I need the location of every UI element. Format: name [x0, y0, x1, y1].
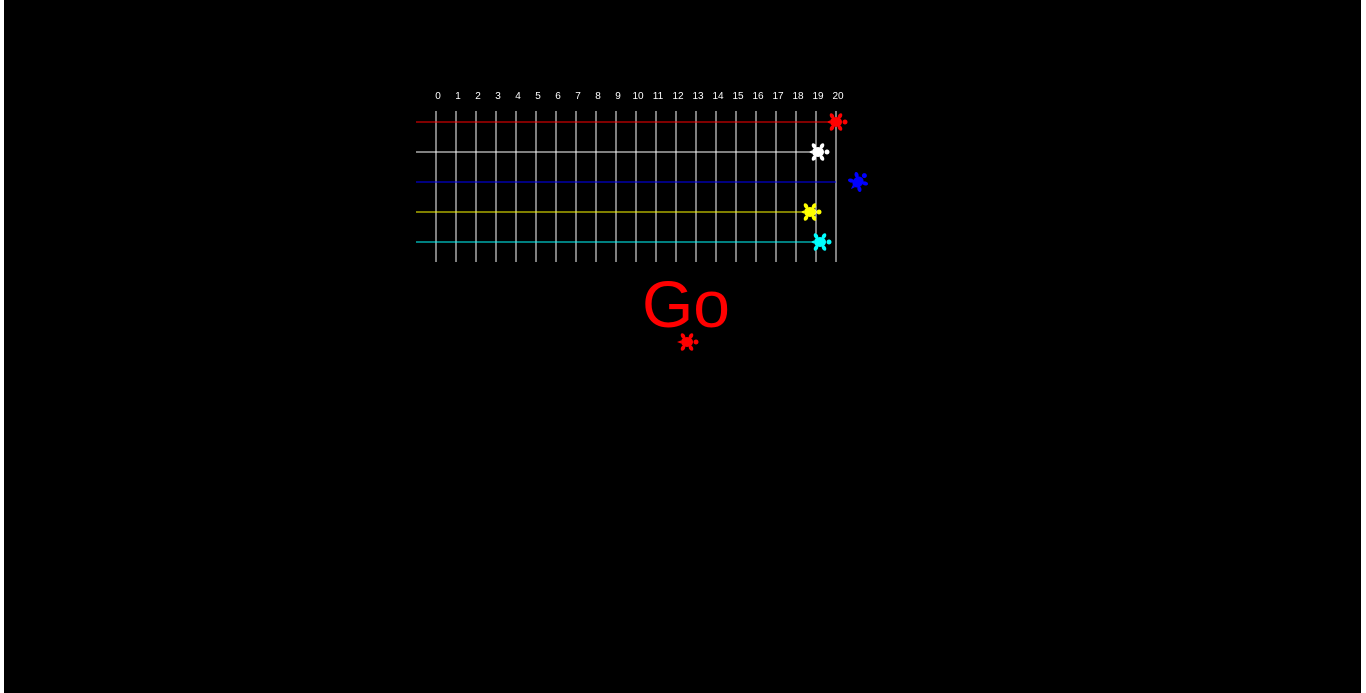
- marker-label: 16: [752, 91, 764, 102]
- marker-label: 2: [475, 91, 481, 102]
- turtle-graphics-window: 0 1 2 3 4 5 6 7 8 9 10 11 12 13 14 15 16 17 18 19 20 Go: [4, 0, 1361, 693]
- turtle-white-icon: [808, 142, 830, 162]
- marker-label: 10: [632, 91, 644, 102]
- marker-label: 0: [435, 91, 441, 102]
- marker-label: 3: [495, 91, 501, 102]
- marker-label: 9: [615, 91, 621, 102]
- turtle-red-icon: [826, 112, 848, 132]
- marker-label: 15: [732, 91, 744, 102]
- marker-label: 7: [575, 91, 581, 102]
- marker-label: 14: [712, 91, 724, 102]
- race-lanes: [416, 121, 836, 243]
- marker-label: 13: [692, 91, 704, 102]
- marker-label: 19: [812, 91, 824, 102]
- marker-label: 6: [555, 91, 561, 102]
- marker-label: 5: [535, 91, 541, 102]
- marker-label: 18: [792, 91, 804, 102]
- turtle-blue-icon: [844, 167, 873, 196]
- track-markers: 0 1 2 3 4 5 6 7 8 9 10 11 12 13 14 15 16 17 18 19 20: [435, 91, 844, 262]
- marker-label: 8: [595, 91, 601, 102]
- marker-label: 17: [772, 91, 784, 102]
- turtle-yellow-icon: [800, 202, 822, 222]
- marker-label: 1: [455, 91, 461, 102]
- race-canvas: 0 1 2 3 4 5 6 7 8 9 10 11 12 13 14 15 16 17 18 19 20 Go: [416, 91, 873, 352]
- marker-label: 4: [515, 91, 521, 102]
- go-announcement: Go: [642, 267, 730, 341]
- marker-label: 20: [832, 91, 844, 102]
- marker-label: 12: [672, 91, 684, 102]
- turtle-cyan-icon: [810, 232, 832, 252]
- marker-label: 11: [653, 91, 664, 102]
